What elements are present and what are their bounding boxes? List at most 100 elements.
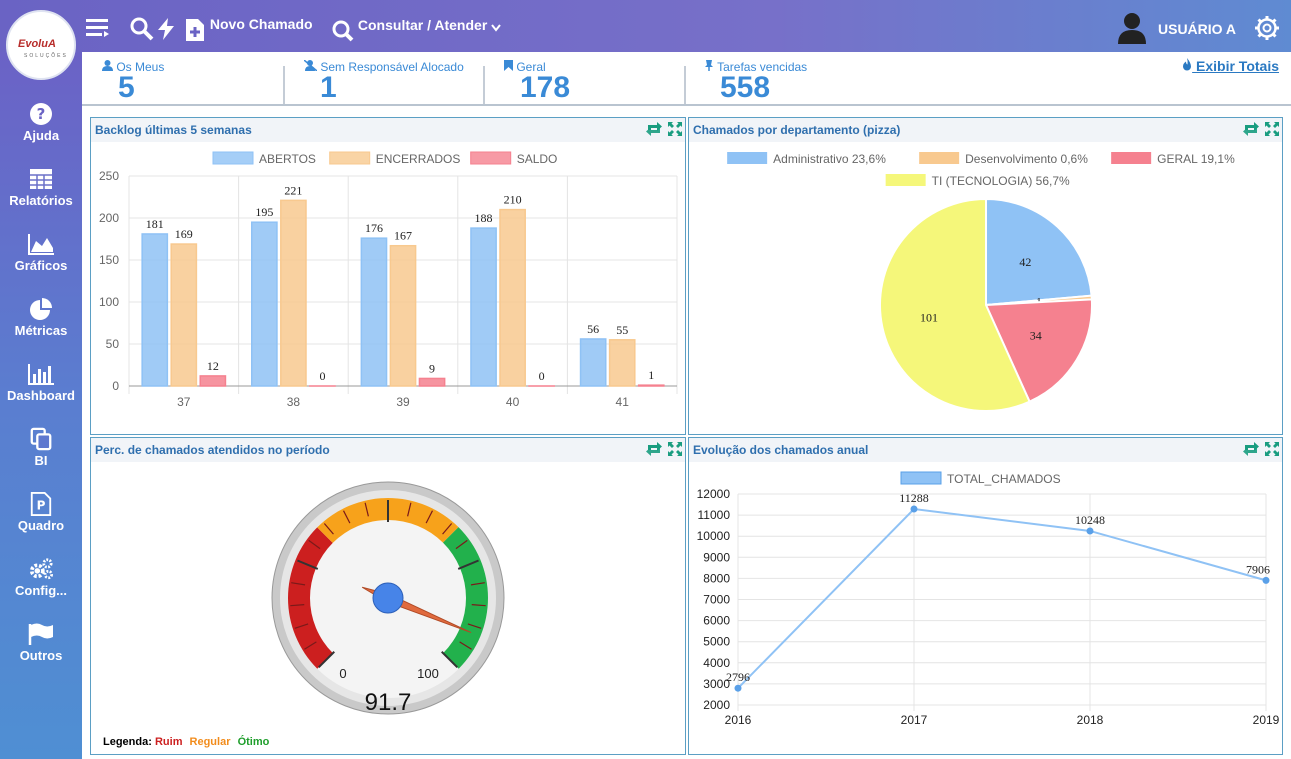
legend-swatch <box>470 151 512 165</box>
bar[interactable] <box>199 375 227 387</box>
company-logo[interactable]: EvoluA SOLUÇÕES <box>6 10 76 80</box>
bolt-icon[interactable] <box>158 18 174 40</box>
legend-swatch <box>329 151 371 165</box>
data-point[interactable] <box>1086 527 1094 535</box>
panel-title: Perc. de chamados atendidos no período <box>95 443 330 457</box>
sidebar-item-ajuda[interactable]: ? Ajuda <box>0 102 82 143</box>
stat-os-meus[interactable]: Os Meus 5 <box>102 60 164 103</box>
chevron-down-icon <box>491 24 501 32</box>
legend-label: ABERTOS <box>259 152 316 166</box>
bar[interactable] <box>170 243 198 387</box>
legend-label: TI (TECNOLOGIA) 56,7% <box>932 174 1070 188</box>
annual-line-chart: TOTAL_CHAMADOS 2000 3000 4000 5000 6000 7000 80… <box>697 471 1280 727</box>
legend-item[interactable]: Desenvolvimento 0,6% <box>919 152 1088 166</box>
legend-item[interactable]: TOTAL_CHAMADOS <box>900 471 1061 486</box>
sidebar-item-bi[interactable]: BI <box>0 427 82 468</box>
bar[interactable] <box>360 237 388 387</box>
stat-tarefas-vencidas[interactable]: Tarefas vencidas 558 <box>704 60 808 103</box>
data-point[interactable] <box>734 684 742 692</box>
legend-item[interactable]: SALDO <box>470 151 558 166</box>
y-tick-label: 12000 <box>697 487 731 501</box>
sidebar-item-dashboard[interactable]: Dashboard <box>0 362 82 403</box>
data-label: 176 <box>365 221 383 235</box>
gear-icon[interactable] <box>1254 15 1280 41</box>
gauge-tick <box>471 603 486 607</box>
expand-icon[interactable] <box>667 121 683 137</box>
bar[interactable] <box>389 244 417 387</box>
bar[interactable] <box>141 233 169 387</box>
pie-slice[interactable] <box>984 298 1093 403</box>
pie-slice[interactable] <box>879 197 1031 412</box>
stat-geral[interactable]: Geral 178 <box>504 60 570 103</box>
menu-icon[interactable] <box>86 18 110 38</box>
legend-item[interactable]: Administrativo 23,6% <box>727 152 886 166</box>
bar[interactable] <box>418 377 446 387</box>
consult-attend-menu[interactable]: Consultar / Atender <box>332 17 501 42</box>
refresh-icon[interactable] <box>1242 441 1260 457</box>
bar[interactable] <box>637 384 665 387</box>
sidebar-item-quadro[interactable]: P Quadro <box>0 492 82 533</box>
legend-item[interactable]: GERAL 19,1% <box>1111 152 1235 166</box>
bar[interactable] <box>579 338 607 387</box>
gauge-tick <box>364 502 369 517</box>
svg-text:?: ? <box>37 105 46 123</box>
divider <box>483 66 485 104</box>
gauge-tick <box>470 582 485 586</box>
top-bar: Novo Chamado Consultar / Atender USUÁRIO… <box>0 0 1291 52</box>
legend-label: TOTAL_CHAMADOS <box>947 472 1061 486</box>
gauge-tick <box>291 582 306 586</box>
help-icon: ? <box>30 103 52 125</box>
sidebar-item-metricas[interactable]: Métricas <box>0 297 82 338</box>
bar[interactable] <box>608 339 636 387</box>
refresh-icon[interactable] <box>645 121 663 137</box>
data-label: 42 <box>1019 255 1031 269</box>
gauge-band-otimo <box>442 527 488 669</box>
legend-item[interactable]: ABERTOS <box>212 151 316 166</box>
data-point[interactable] <box>910 505 918 513</box>
user-name[interactable]: USUÁRIO A <box>1158 21 1237 37</box>
x-tick-label: 41 <box>616 395 630 409</box>
sidebar-item-config[interactable]: Config... <box>0 557 82 598</box>
legend-label: SALDO <box>517 152 558 166</box>
sidebar-item-label: Relatórios <box>9 193 73 208</box>
stat-label: Tarefas vencidas <box>717 60 808 74</box>
gauge-max-label: 100 <box>417 666 439 681</box>
search-zoom-icon[interactable] <box>130 17 154 41</box>
gauge-tick <box>297 559 319 570</box>
sidebar-item-outros[interactable]: Outros <box>0 622 82 663</box>
sidebar-item-label: Outros <box>19 648 63 663</box>
x-tick-label: 2018 <box>1077 713 1104 727</box>
data-point[interactable] <box>1262 576 1270 584</box>
data-label: 210 <box>504 193 522 207</box>
show-totals-link[interactable]: Exibir Totais <box>1182 58 1279 74</box>
sidebar-item-label: Gráficos <box>14 258 68 273</box>
y-tick-label: 0 <box>112 379 119 393</box>
new-ticket-label: Novo Chamado <box>209 15 313 32</box>
bar[interactable] <box>499 208 526 387</box>
refresh-icon[interactable] <box>1242 121 1260 137</box>
bar[interactable] <box>251 221 278 387</box>
y-tick-label: 7000 <box>703 593 730 607</box>
sidebar-item-graficos[interactable]: Gráficos <box>0 232 82 273</box>
user-avatar[interactable] <box>1118 12 1146 44</box>
data-label: 9 <box>429 361 435 375</box>
expand-icon[interactable] <box>667 441 683 457</box>
gauge-tick <box>294 623 309 629</box>
legend-item[interactable]: ENCERRADOS <box>329 151 461 166</box>
pie-slice[interactable] <box>985 197 1093 307</box>
logo-subtext: SOLUÇÕES <box>24 53 68 59</box>
bar[interactable] <box>470 227 497 387</box>
gauge-legend: Legenda: Ruim Regular Ótimo <box>103 736 269 748</box>
department-pie-chart: Administrativo 23,6% Desenvolvimento 0,6%… <box>727 152 1235 412</box>
sidebar-item-relatorios[interactable]: Relatórios <box>0 167 82 208</box>
y-tick-label: 200 <box>99 211 119 225</box>
expand-icon[interactable] <box>1264 441 1280 457</box>
data-label: 12 <box>207 359 219 373</box>
refresh-icon[interactable] <box>645 441 663 457</box>
new-ticket-button[interactable]: Novo Chamado <box>186 15 313 41</box>
expand-icon[interactable] <box>1264 121 1280 137</box>
bar[interactable] <box>280 199 307 387</box>
stat-sem-responsavel[interactable]: Sem Responsável Alocado 1 <box>303 59 464 103</box>
series-line <box>737 507 1267 689</box>
legend-item[interactable]: TI (TECNOLOGIA) 56,7% <box>885 174 1070 188</box>
